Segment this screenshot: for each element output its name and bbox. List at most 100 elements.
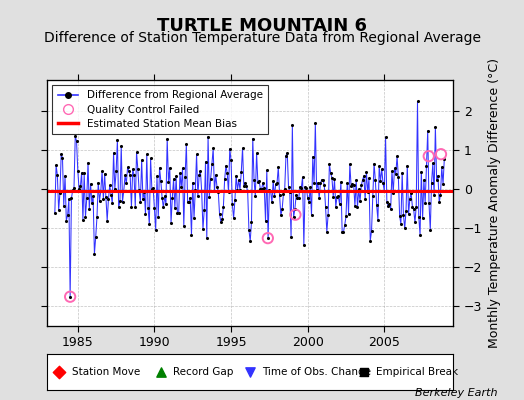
Point	[439, 181, 447, 187]
Point	[133, 149, 141, 156]
Point	[371, 177, 379, 183]
Point	[397, 221, 405, 227]
Point	[182, 141, 191, 148]
Point	[412, 203, 420, 210]
Point	[403, 162, 411, 169]
Point	[107, 191, 115, 198]
Point	[60, 203, 68, 209]
Point	[103, 217, 112, 224]
Point	[135, 187, 143, 194]
Point	[72, 138, 81, 144]
Point	[148, 186, 156, 192]
Point	[155, 164, 163, 171]
Text: Station Move: Station Move	[71, 367, 140, 377]
Point	[208, 161, 216, 168]
Point	[320, 182, 329, 188]
Point	[263, 167, 271, 174]
Point	[353, 204, 362, 210]
Point	[306, 184, 314, 190]
Point	[176, 170, 184, 177]
Point	[203, 235, 211, 242]
Point	[237, 169, 245, 175]
Point	[205, 194, 214, 200]
Point	[150, 205, 159, 212]
Point	[311, 120, 320, 126]
Point	[125, 168, 133, 174]
Point	[270, 193, 279, 199]
Point	[357, 182, 366, 188]
Point	[168, 194, 177, 201]
Point	[204, 134, 212, 140]
Point	[359, 369, 368, 375]
Point	[151, 226, 160, 233]
Point	[122, 180, 130, 186]
Point	[359, 173, 368, 179]
Point	[351, 203, 359, 209]
Point	[330, 176, 339, 183]
Point	[389, 190, 397, 196]
Point	[314, 180, 322, 186]
Point	[411, 219, 419, 225]
Point	[128, 166, 137, 172]
Point	[101, 171, 109, 177]
Point	[348, 181, 356, 187]
Point	[247, 219, 256, 225]
Point	[293, 195, 302, 201]
Point	[228, 201, 236, 208]
Point	[285, 184, 293, 190]
Point	[250, 177, 258, 183]
Point	[70, 185, 78, 192]
Point	[426, 227, 434, 234]
Point	[239, 183, 248, 189]
Point	[376, 178, 385, 184]
Point	[406, 196, 414, 202]
Point	[52, 162, 60, 168]
Point	[246, 369, 255, 375]
Point	[309, 154, 317, 160]
Point	[233, 187, 242, 194]
Point	[268, 199, 276, 206]
Point	[264, 235, 272, 241]
Point	[318, 176, 326, 183]
Point	[166, 165, 174, 171]
Point	[241, 179, 249, 186]
Point	[352, 177, 361, 184]
Point	[221, 176, 229, 182]
Point	[244, 188, 252, 194]
Point	[134, 166, 142, 172]
Point	[169, 176, 178, 182]
Point	[398, 170, 407, 176]
Text: Berkeley Earth: Berkeley Earth	[416, 388, 498, 398]
Point	[173, 210, 182, 216]
Point	[214, 188, 223, 195]
Point	[210, 188, 219, 194]
Point	[194, 193, 202, 199]
Point	[212, 172, 220, 178]
Point	[419, 215, 427, 222]
Point	[384, 203, 392, 210]
Point	[55, 369, 63, 375]
Point	[428, 180, 436, 186]
Text: TURTLE MOUNTAIN 6: TURTLE MOUNTAIN 6	[157, 17, 367, 35]
Point	[235, 177, 243, 183]
Point	[114, 204, 123, 211]
Point	[54, 207, 63, 213]
Point	[394, 174, 402, 180]
Point	[141, 211, 150, 217]
Y-axis label: Monthly Temperature Anomaly Difference (°C): Monthly Temperature Anomaly Difference (…	[488, 58, 500, 348]
Point	[356, 198, 364, 204]
Point	[242, 183, 250, 189]
Point	[431, 124, 440, 130]
Point	[321, 204, 330, 210]
Point	[424, 153, 433, 159]
Point	[213, 184, 221, 190]
Point	[190, 215, 198, 221]
Point	[343, 180, 352, 186]
Text: Difference of Station Temperature Data from Regional Average: Difference of Station Temperature Data f…	[43, 31, 481, 45]
Point	[61, 172, 69, 179]
Point	[436, 191, 445, 198]
Point	[342, 213, 350, 220]
Point	[294, 194, 303, 201]
Point	[391, 170, 400, 177]
Point	[165, 179, 173, 185]
